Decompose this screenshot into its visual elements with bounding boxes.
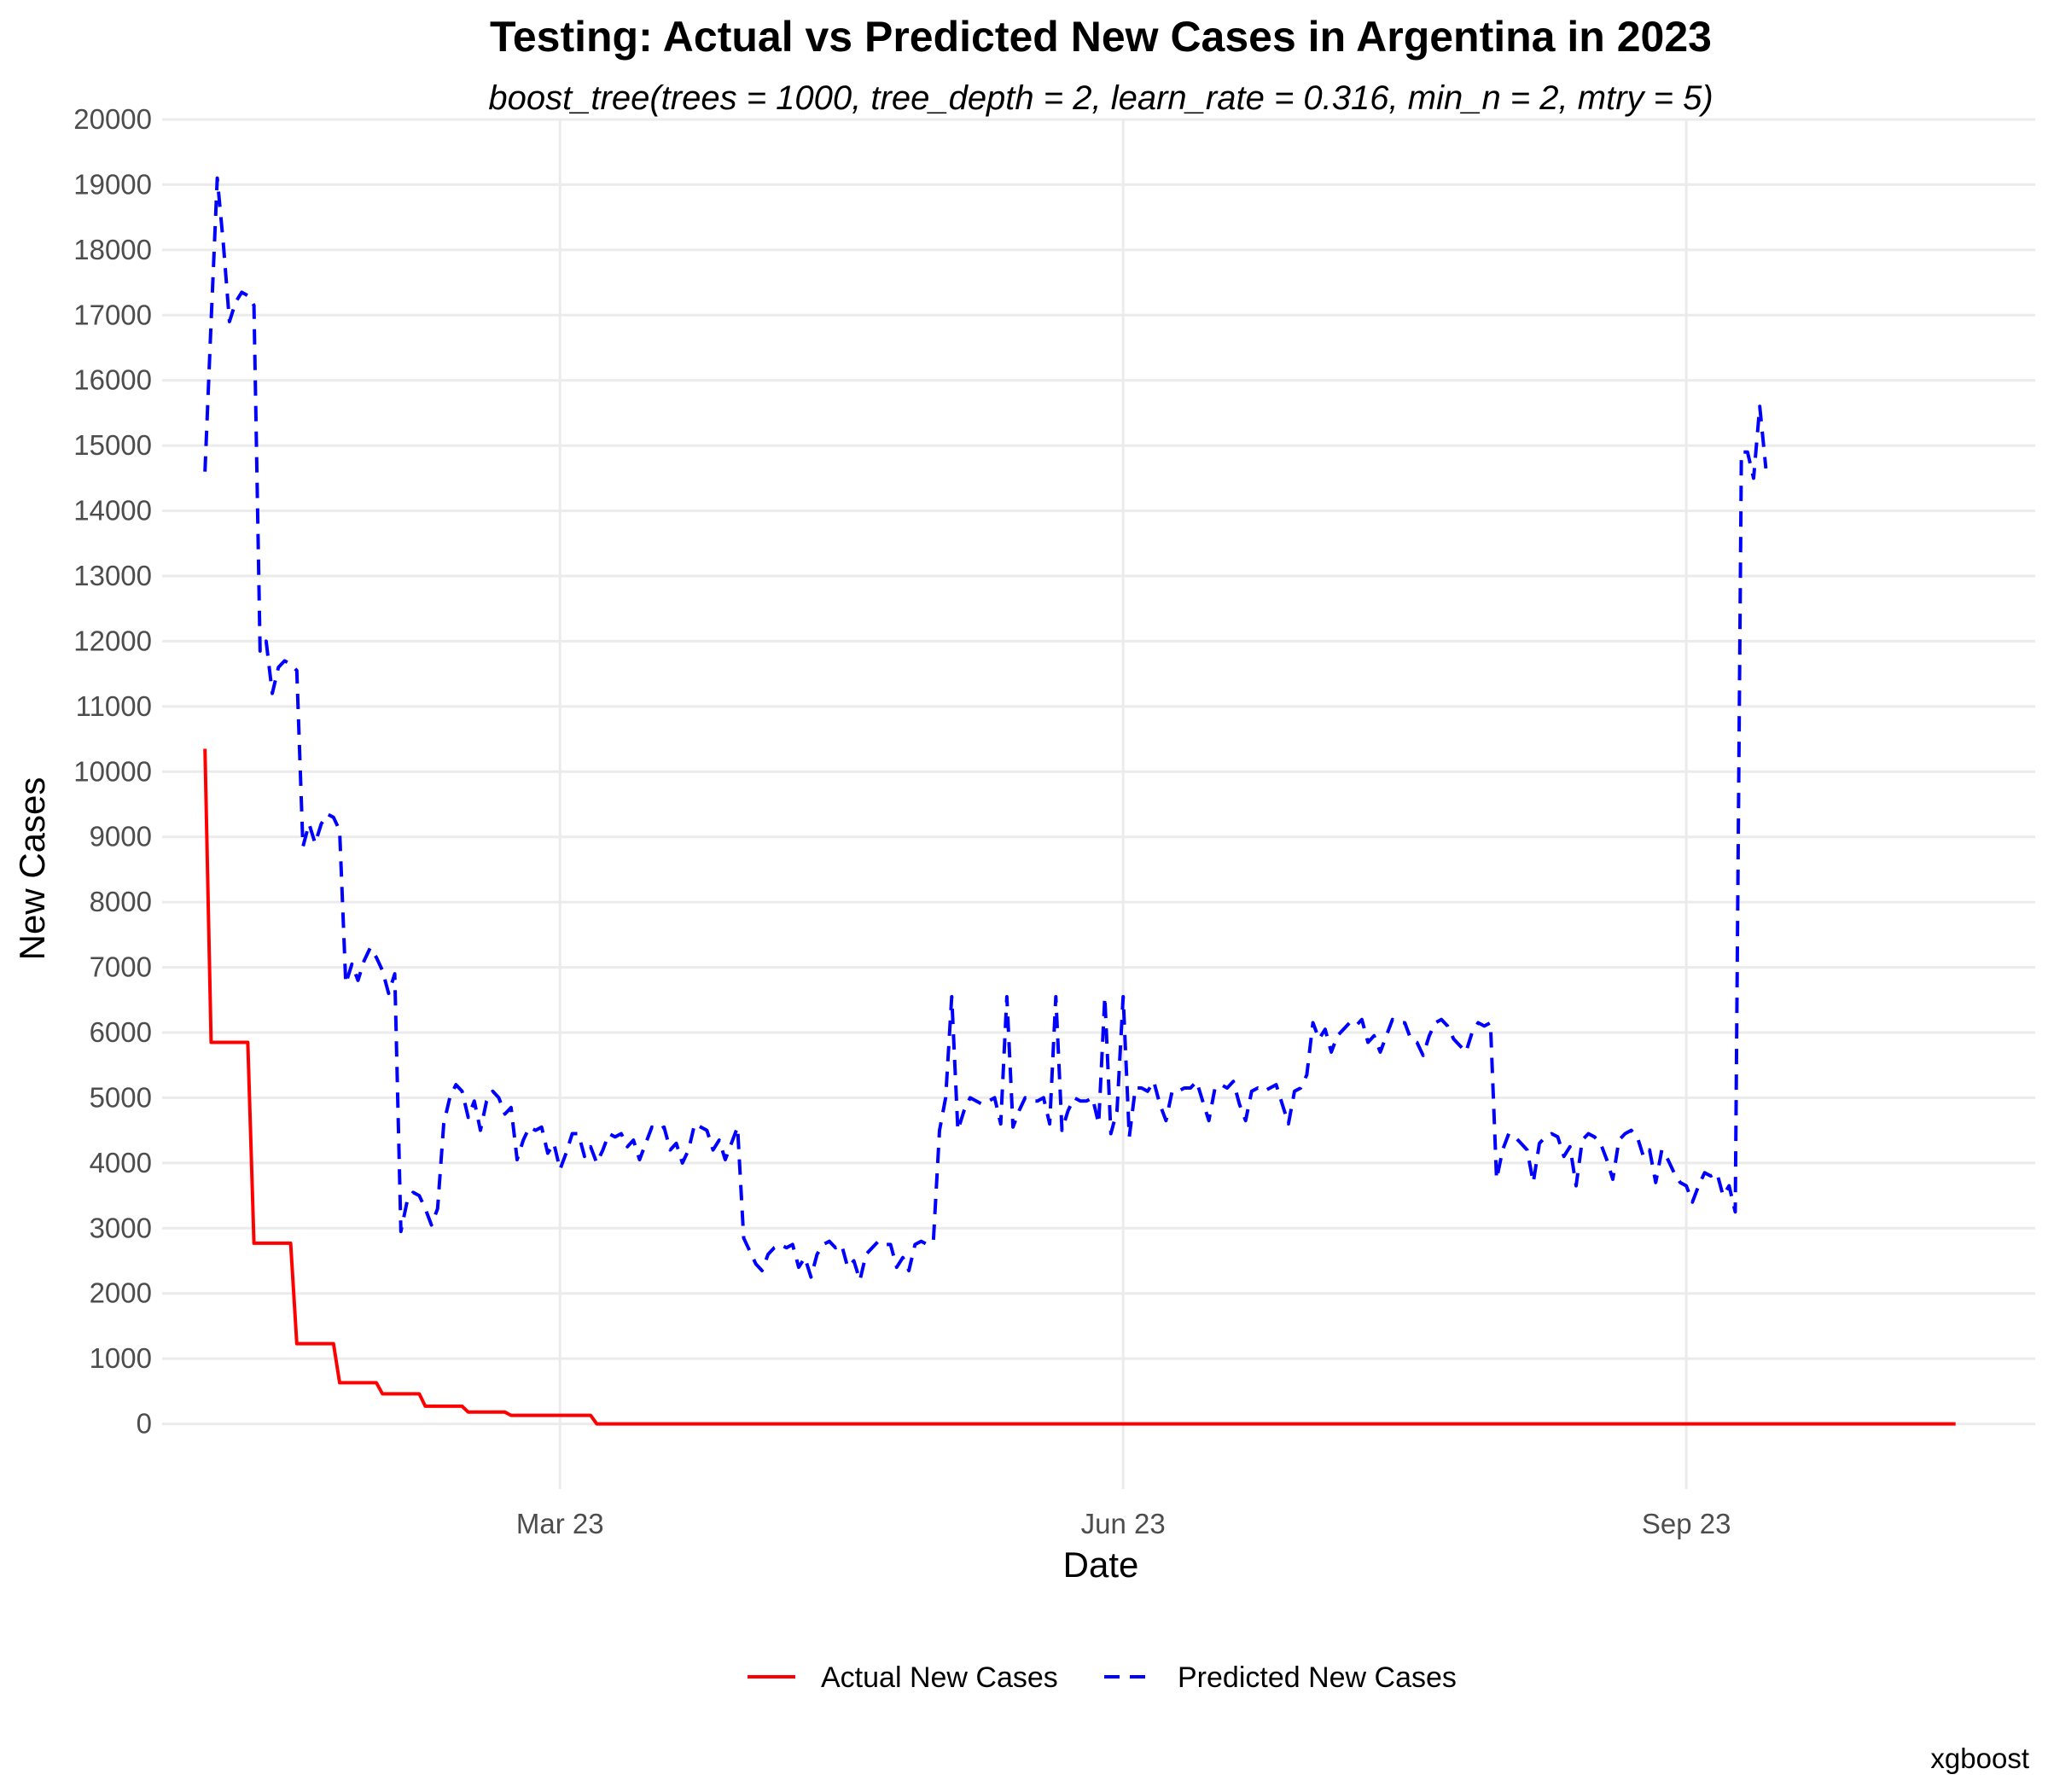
- legend-label-predicted: Predicted New Cases: [1178, 1661, 1457, 1694]
- y-tick-label: 6000: [90, 1016, 152, 1048]
- y-tick-label: 18000: [73, 234, 152, 265]
- x-tick-label: Sep 23: [1642, 1508, 1731, 1539]
- y-axis-ticks: 0 1000 2000 3000 4000 5000 6000 7000 8000 9000 100…: [73, 103, 152, 1440]
- y-tick-label: 16000: [73, 364, 152, 396]
- gridlines: [162, 118, 2035, 1489]
- y-tick-label: 2000: [90, 1277, 152, 1309]
- y-tick-label: 4000: [90, 1147, 152, 1178]
- y-tick-label: 13000: [73, 560, 152, 591]
- y-axis-title: New Cases: [12, 777, 52, 961]
- chart-caption: xgboost: [1930, 1743, 2029, 1774]
- y-tick-label: 10000: [73, 755, 152, 787]
- x-tick-label: Mar 23: [516, 1508, 604, 1539]
- y-tick-label: 12000: [73, 625, 152, 656]
- series-line-actual: [203, 748, 1956, 1426]
- legend-label-actual: Actual New Cases: [821, 1661, 1058, 1694]
- series-lines: [203, 176, 1956, 1426]
- y-tick-label: 3000: [90, 1212, 152, 1243]
- series-line-predicted: [203, 176, 1768, 1283]
- chart-subtitle: boost_tree(trees = 1000, tree_depth = 2,…: [488, 79, 1713, 117]
- y-tick-label: 7000: [90, 951, 152, 983]
- y-tick-label: 11000: [76, 690, 152, 722]
- y-tick-label: 8000: [90, 886, 152, 917]
- chart-title: Testing: Actual vs Predicted New Cases i…: [490, 13, 1712, 61]
- y-tick-label: 17000: [73, 299, 152, 330]
- y-tick-label: 5000: [90, 1081, 152, 1113]
- legend: Actual New Cases Predicted New Cases: [748, 1661, 1457, 1694]
- y-tick-label: 9000: [90, 821, 152, 852]
- x-tick-label: Jun 23: [1081, 1508, 1166, 1539]
- x-axis-title: Date: [1063, 1545, 1139, 1585]
- y-tick-label: 19000: [73, 168, 152, 200]
- y-tick-label: 14000: [73, 495, 152, 527]
- y-tick-label: 20000: [73, 103, 152, 135]
- y-tick-label: 0: [137, 1408, 152, 1440]
- x-axis-ticks: Mar 23 Jun 23 Sep 23: [516, 1508, 1731, 1539]
- y-tick-label: 1000: [90, 1342, 152, 1374]
- y-tick-label: 15000: [73, 429, 152, 461]
